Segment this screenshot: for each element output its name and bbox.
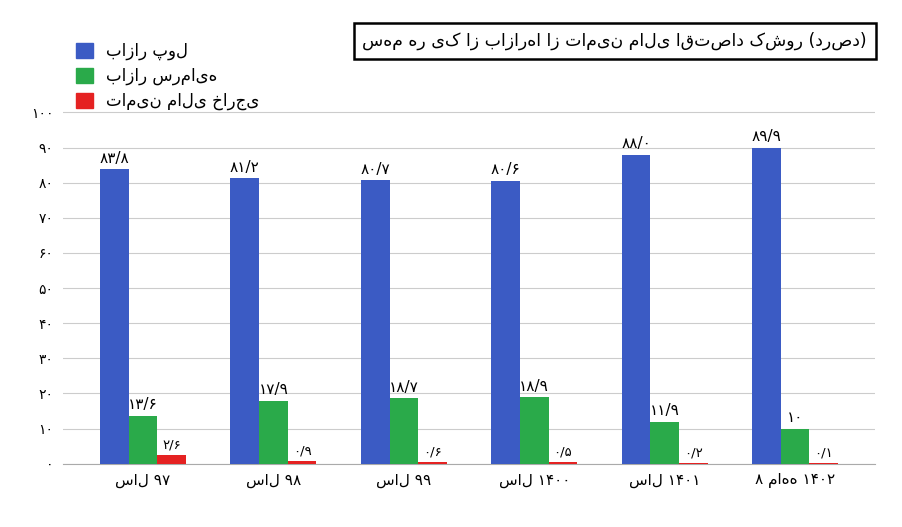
Bar bbox=[288, 461, 317, 464]
Text: ۱۰: ۱۰ bbox=[787, 410, 803, 425]
Text: ۸۸/۰: ۸۸/۰ bbox=[621, 136, 651, 151]
Text: ۸۰/۶: ۸۰/۶ bbox=[491, 162, 520, 177]
Text: ۰/۹: ۰/۹ bbox=[293, 444, 311, 457]
Text: ۸۱/۲: ۸۱/۲ bbox=[230, 160, 260, 175]
Bar bbox=[158, 455, 186, 464]
Text: ۲/۶: ۲/۶ bbox=[162, 438, 181, 451]
Bar bbox=[752, 148, 780, 464]
Bar bbox=[230, 179, 259, 464]
Bar bbox=[100, 169, 129, 464]
Text: ۱۷/۹: ۱۷/۹ bbox=[259, 383, 289, 397]
Bar bbox=[679, 463, 708, 464]
Text: ۸۰/۷: ۸۰/۷ bbox=[360, 162, 390, 177]
Bar bbox=[621, 154, 650, 464]
Text: ۱۳/۶: ۱۳/۶ bbox=[128, 397, 158, 413]
Bar bbox=[780, 428, 809, 464]
Bar bbox=[548, 462, 577, 464]
Bar bbox=[129, 416, 158, 464]
Text: ۸۹/۹: ۸۹/۹ bbox=[751, 130, 781, 144]
Text: سهم هر یک از بازارها از تامین مالی اقتصاد کشور (درصد): سهم هر یک از بازارها از تامین مالی اقتصا… bbox=[363, 32, 867, 51]
Text: ۱۱/۹: ۱۱/۹ bbox=[649, 404, 679, 418]
Bar bbox=[390, 398, 419, 464]
Bar bbox=[650, 422, 679, 464]
Text: ۰/۲: ۰/۲ bbox=[684, 446, 703, 460]
Legend: بازار پول, بازار سرمایه, تامین مالی خارجی: بازار پول, بازار سرمایه, تامین مالی خارج… bbox=[71, 37, 265, 115]
Bar bbox=[520, 397, 548, 464]
Text: ۰/۱: ۰/۱ bbox=[815, 447, 833, 460]
Bar bbox=[361, 180, 390, 464]
Text: ۱۸/۹: ۱۸/۹ bbox=[520, 379, 549, 394]
Text: ۰/۶: ۰/۶ bbox=[423, 445, 442, 458]
Text: ۱۸/۷: ۱۸/۷ bbox=[389, 379, 419, 395]
Bar bbox=[259, 401, 288, 464]
Text: ۸۳/۸: ۸۳/۸ bbox=[99, 151, 129, 166]
Bar bbox=[492, 181, 520, 464]
Bar bbox=[419, 462, 446, 464]
Text: ۰/۵: ۰/۵ bbox=[554, 445, 572, 458]
